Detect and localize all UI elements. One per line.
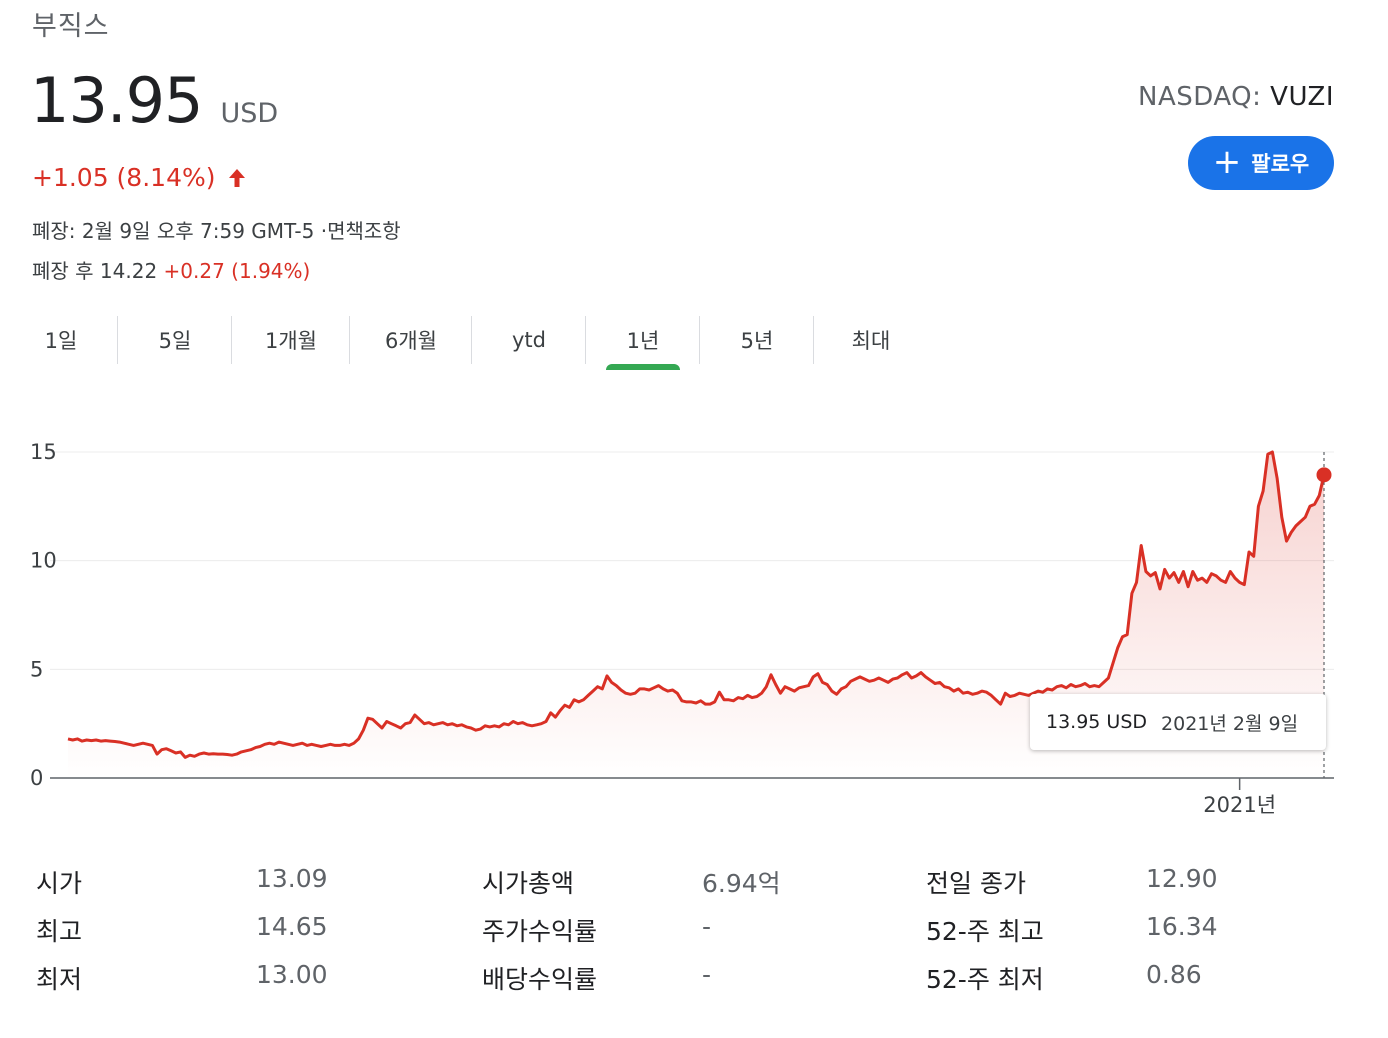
price-chart[interactable]: 15 10 5 0 2021년 [0,420,1388,830]
stat-label: 시가 [36,869,83,898]
exchange-name: NASDAQ: [1138,82,1262,112]
current-price-marker [1316,467,1332,483]
price-line [67,450,1326,759]
price-change: +1.05 (8.14%) [32,163,249,192]
after-hours-info: 폐장 후 14.22 +0.27 (1.94%) [32,255,310,284]
stat-value: 13.00 [256,960,328,989]
follow-button[interactable]: + 팔로우 [1188,136,1334,190]
stat-label: 시가총액 [482,869,575,898]
after-hours-change: +0.27 (1.94%) [163,259,311,283]
y-tick-label: 0 [30,766,43,790]
tab-label: 6개월 [384,329,437,353]
stat-label: 최저 [36,965,83,994]
tooltip-date: 2021년 2월 9일 [1161,712,1299,735]
stat-value: 16.34 [1146,912,1218,941]
stat-label: 52-주 최저 [926,965,1044,994]
tab-label: 5년 [740,329,774,353]
ticker-symbol: VUZI [1270,82,1334,112]
tab-label: ytd [512,328,546,352]
follow-label: 팔로우 [1251,152,1310,176]
range-tabs: 1일 5일 1개월 6개월 ytd 1년 5년 최대 [4,316,928,372]
stat-label: 주가수익률 [482,917,598,946]
y-tick-label: 15 [30,440,57,464]
tab-label: 최대 [851,329,891,353]
stat-value: 14.65 [256,912,328,941]
tab-label: 1일 [44,329,78,353]
price-row: 13.95 USD [30,70,278,132]
market-closed-info: 폐장: 2월 9일 오후 7:59 GMT-5 ·면책조항 [32,219,401,243]
exchange-ticker: NASDAQ: VUZI [1138,82,1334,112]
stat-value: 12.90 [1146,864,1218,893]
tooltip-value: 13.95 USD [1046,711,1148,733]
stat-value: - [702,912,712,941]
stat-label: 최고 [36,917,83,946]
tab-label: 5일 [158,329,192,353]
current-price: 13.95 [30,64,203,137]
stat-label: 52-주 최고 [926,917,1044,946]
stat-label: 전일 종가 [926,869,1026,898]
tab-5y[interactable]: 5년 [700,316,814,364]
tab-max[interactable]: 최대 [814,316,928,364]
x-tick-label: 2021년 [1203,793,1276,817]
company-name: 부직스 [32,11,110,42]
stat-value: 13.09 [256,864,328,893]
chart-tooltip: 13.95 USD 2021년 2월 9일 [1030,694,1326,750]
plus-icon: + [1212,141,1242,182]
y-tick-label: 10 [30,549,57,573]
tab-label: 1개월 [264,329,317,353]
tab-1m[interactable]: 1개월 [232,316,350,364]
stat-value: 6.94억 [702,869,781,898]
currency-label: USD [220,98,279,129]
y-tick-label: 5 [30,657,43,681]
tab-ytd[interactable]: ytd [472,316,586,364]
price-change-text: +1.05 (8.14%) [32,163,216,192]
stat-value: - [702,960,712,989]
after-hours-price: 폐장 후 14.22 [32,259,158,283]
active-tab-indicator [606,364,680,370]
tab-1y[interactable]: 1년 [586,316,700,370]
arrow-up-icon [229,168,246,187]
tab-1d[interactable]: 1일 [4,316,118,364]
tab-5d[interactable]: 5일 [118,316,232,364]
stat-value: 0.86 [1146,960,1202,989]
stat-label: 배당수익률 [482,965,598,994]
tab-label: 1년 [626,329,660,353]
tab-6m[interactable]: 6개월 [350,316,472,364]
